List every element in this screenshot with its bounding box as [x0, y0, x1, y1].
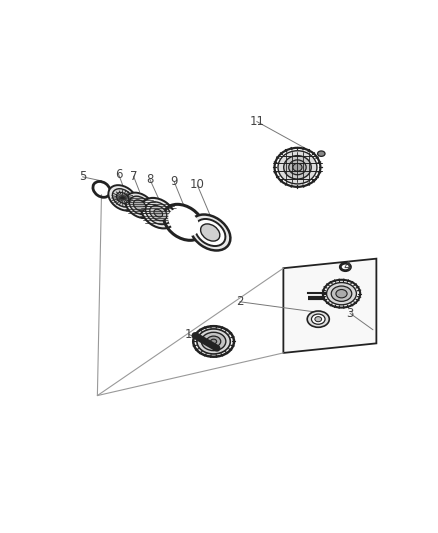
Text: 1: 1 [185, 328, 193, 341]
Ellipse shape [125, 192, 154, 218]
Ellipse shape [327, 282, 357, 305]
Ellipse shape [201, 332, 226, 351]
Ellipse shape [206, 336, 221, 347]
Text: 11: 11 [249, 115, 264, 128]
Text: 6: 6 [115, 167, 122, 181]
Ellipse shape [318, 151, 325, 156]
Ellipse shape [278, 151, 317, 184]
Ellipse shape [113, 189, 133, 207]
Ellipse shape [343, 265, 348, 269]
Ellipse shape [108, 185, 137, 211]
Ellipse shape [336, 289, 347, 298]
Text: 8: 8 [146, 173, 153, 185]
Text: 5: 5 [79, 171, 86, 183]
Text: 9: 9 [170, 175, 178, 189]
Ellipse shape [154, 209, 162, 217]
Text: 7: 7 [130, 169, 137, 183]
Ellipse shape [211, 339, 217, 344]
Text: 3: 3 [346, 307, 354, 320]
Ellipse shape [331, 286, 352, 301]
Ellipse shape [293, 164, 302, 171]
Ellipse shape [284, 156, 311, 179]
Text: 2: 2 [236, 295, 244, 308]
Text: 10: 10 [190, 179, 205, 191]
Text: 4: 4 [343, 260, 351, 273]
Ellipse shape [117, 192, 129, 204]
Ellipse shape [145, 202, 171, 224]
Ellipse shape [201, 224, 220, 241]
Ellipse shape [197, 329, 230, 354]
Ellipse shape [315, 317, 321, 322]
Ellipse shape [141, 198, 175, 229]
Ellipse shape [195, 219, 226, 246]
Ellipse shape [134, 200, 146, 211]
Ellipse shape [168, 208, 199, 236]
Ellipse shape [129, 196, 150, 214]
Ellipse shape [289, 160, 306, 175]
Ellipse shape [307, 311, 329, 327]
Ellipse shape [96, 184, 107, 195]
Ellipse shape [150, 206, 167, 221]
Polygon shape [283, 259, 376, 353]
Ellipse shape [190, 214, 230, 251]
Ellipse shape [311, 314, 325, 324]
